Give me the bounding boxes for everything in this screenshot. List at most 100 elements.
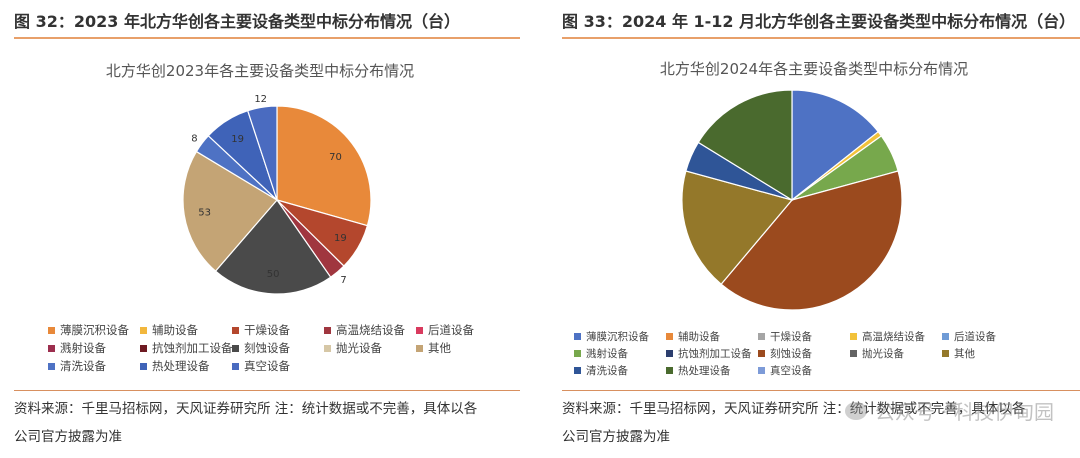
- legend-label: 后道设备: [954, 331, 996, 343]
- pie-chart-2023: 70 19 7 50 53 8 19 12: [182, 94, 372, 295]
- source-note: 资料来源：千里马招标网，天风证券研究所 注：统计数据或不完善，具体以各 公司官方…: [14, 395, 477, 451]
- legend-label: 真空设备: [244, 359, 290, 373]
- data-label: 53: [198, 208, 211, 219]
- legend-item: 后道设备: [942, 329, 996, 344]
- legend-swatch: [666, 333, 673, 340]
- legend-item: 辅助设备: [666, 329, 720, 344]
- source-note: 资料来源：千里马招标网，天风证券研究所 注：统计数据或不完善，具体以各 公司官方…: [562, 395, 1025, 451]
- legend-label: 抗蚀剂加工设备: [678, 348, 752, 360]
- legend-item: 抛光设备: [324, 340, 382, 356]
- legend-label: 热处理设备: [152, 359, 210, 373]
- title-divider: [562, 37, 1080, 39]
- legend-swatch: [758, 333, 765, 340]
- legend-label: 清洗设备: [586, 365, 628, 377]
- pie-slice-9: [182, 150, 278, 272]
- legend-swatch: [666, 367, 673, 374]
- source-line-1: 资料来源：千里马招标网，天风证券研究所 注：统计数据或不完善，具体以各: [14, 401, 478, 417]
- legend-2024: 薄膜沉积设备 辅助设备 干燥设备 高温烧结设备 后道设备溅射设备 抗蚀剂加工设备 刻蚀设备 抛…: [548, 326, 1080, 380]
- chart-title: 北方华创2024年各主要设备类型中标分布情况: [659, 60, 969, 78]
- legend-label: 高温烧结设备: [862, 331, 925, 343]
- legend-swatch: [850, 350, 857, 357]
- data-label: 19: [334, 233, 347, 244]
- legend-swatch: [416, 344, 423, 352]
- pie-slice-0: [276, 105, 372, 227]
- data-label: 7: [340, 275, 346, 286]
- figure-title: 图 32：2023 年北方华创各主要设备类型中标分布情况（台）: [14, 12, 460, 31]
- watermark: 公众号 · 科技伊甸园: [844, 396, 1054, 425]
- legend-swatch: [324, 344, 331, 352]
- legend-item: 其他: [942, 346, 975, 361]
- legend-label: 抗蚀剂加工设备: [152, 341, 233, 355]
- source-line-2: 公司官方披露为准: [562, 429, 670, 445]
- source-line-1: 资料来源：千里马招标网，天风证券研究所 注：统计数据或不完善，具体以各: [562, 401, 1026, 417]
- legend-swatch: [758, 367, 765, 374]
- figure-title: 图 33：2024 年 1-12 月北方华创各主要设备类型中标分布情况（台）: [562, 12, 1076, 31]
- legend-item: 高温烧结设备: [850, 329, 925, 344]
- legend-label: 后道设备: [428, 323, 474, 337]
- legend-label: 干燥设备: [770, 331, 812, 343]
- legend-item: 真空设备: [232, 358, 290, 374]
- pie-slice-11: [697, 89, 793, 202]
- legend-item: 溅射设备: [574, 346, 628, 361]
- legend-swatch: [232, 344, 239, 352]
- legend-label: 溅射设备: [586, 348, 628, 360]
- legend-label: 热处理设备: [678, 365, 731, 377]
- data-label: 50: [267, 269, 280, 280]
- legend-item: 薄膜沉积设备: [48, 322, 129, 338]
- legend-label: 其他: [428, 341, 451, 355]
- legend-swatch: [48, 362, 55, 370]
- legend-label: 溅射设备: [60, 341, 106, 355]
- data-label: 70: [329, 152, 342, 163]
- wechat-logo-icon: [844, 401, 867, 420]
- legend-item: 抗蚀剂加工设备: [666, 346, 752, 361]
- watermark-text: 公众号 · 科技伊甸园: [874, 400, 1054, 424]
- pie-slice-7: [720, 170, 903, 311]
- legend-swatch: [942, 333, 949, 340]
- legend-2023: 薄膜沉积设备 辅助设备 干燥设备 高温烧结设备 后道设备 溅射设备 抗蚀剂加工设备 刻蚀设备 抛…: [0, 316, 520, 376]
- legend-item: 热处理设备: [140, 358, 210, 374]
- pie-slice-0: [791, 89, 880, 202]
- legend-swatch: [942, 350, 949, 357]
- legend-swatch: [850, 333, 857, 340]
- data-label: 19: [231, 134, 244, 145]
- legend-item: 高温烧结设备: [324, 322, 405, 338]
- legend-item: 干燥设备: [232, 322, 290, 338]
- pie-slice-12: [246, 105, 278, 201]
- legend-swatch: [574, 333, 581, 340]
- legend-swatch: [48, 344, 55, 352]
- legend-swatch: [758, 350, 765, 357]
- legend-label: 高温烧结设备: [336, 323, 405, 337]
- legend-label: 抛光设备: [336, 341, 382, 355]
- legend-label: 薄膜沉积设备: [60, 323, 129, 337]
- legend-label: 真空设备: [770, 365, 812, 377]
- figure-33: 图 33：2024 年 1-12 月北方华创各主要设备类型中标分布情况（台） 北…: [548, 0, 1080, 458]
- legend-swatch: [140, 326, 147, 334]
- data-label: 12: [254, 94, 267, 105]
- legend-item: 清洗设备: [48, 358, 106, 374]
- legend-item: 抗蚀剂加工设备: [140, 340, 233, 356]
- legend-item: 薄膜沉积设备: [574, 329, 649, 344]
- legend-item: 干燥设备: [758, 329, 812, 344]
- source-line-2: 公司官方披露为准: [14, 429, 122, 445]
- legend-swatch: [574, 367, 581, 374]
- pie-chart-2024: [681, 89, 903, 311]
- pie-slice-9: [681, 170, 794, 286]
- title-divider: [14, 37, 520, 39]
- legend-label: 其他: [954, 348, 975, 360]
- legend-item: 刻蚀设备: [232, 340, 290, 356]
- legend-swatch: [324, 326, 331, 334]
- legend-label: 辅助设备: [678, 331, 720, 343]
- legend-item: 刻蚀设备: [758, 346, 812, 361]
- legend-swatch: [416, 326, 423, 334]
- legend-item: 清洗设备: [574, 363, 628, 378]
- source-divider: [562, 390, 1080, 391]
- legend-label: 清洗设备: [60, 359, 106, 373]
- legend-label: 干燥设备: [244, 323, 290, 337]
- legend-swatch: [48, 326, 55, 334]
- source-divider: [14, 390, 520, 391]
- pie-slice-7: [214, 199, 332, 295]
- legend-swatch: [140, 362, 147, 370]
- legend-item: 溅射设备: [48, 340, 106, 356]
- data-label: 8: [191, 134, 197, 145]
- legend-label: 抛光设备: [862, 348, 904, 360]
